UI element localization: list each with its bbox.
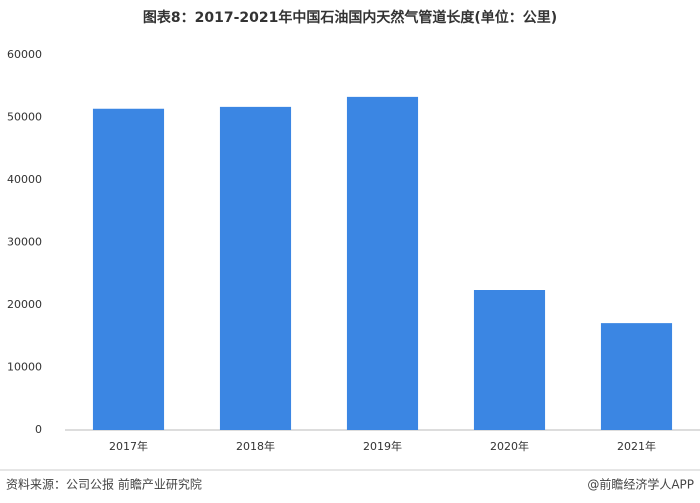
y-tick-label: 30000 xyxy=(7,236,42,249)
brand-note: @前瞻经济学人APP xyxy=(587,477,694,492)
chart-title: 图表8：2017-2021年中国石油国内天然气管道长度(单位：公里) xyxy=(143,9,557,26)
y-tick-label: 40000 xyxy=(7,173,42,186)
bar xyxy=(473,290,546,430)
y-tick-label: 0 xyxy=(35,423,42,436)
y-tick-label: 20000 xyxy=(7,298,42,311)
y-tick-label: 10000 xyxy=(7,361,42,374)
y-tick-label: 50000 xyxy=(7,111,42,124)
x-tick-label: 2018年 xyxy=(236,439,275,453)
bar xyxy=(600,323,673,430)
y-tick-label: 60000 xyxy=(7,48,42,61)
x-tick-label: 2017年 xyxy=(109,439,148,453)
bar xyxy=(219,106,292,430)
bar xyxy=(92,108,165,430)
x-tick-label: 2020年 xyxy=(490,439,529,453)
bar xyxy=(346,96,419,430)
x-tick-label: 2019年 xyxy=(363,439,402,453)
source-note: 资料来源：公司公报 前瞻产业研究院 xyxy=(6,477,202,492)
x-tick-label: 2021年 xyxy=(617,439,656,453)
